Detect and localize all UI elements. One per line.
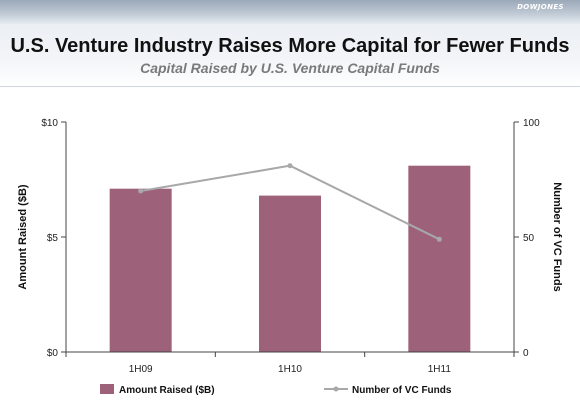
legend-swatch-amount-raised [100,384,114,394]
y-tick-label: $5 [47,233,59,244]
legend-label-amount-raised: Amount Raised ($B) [119,385,215,396]
x-tick-label: 1H11 [428,364,452,375]
bar-1h09 [109,188,172,352]
x-tick-label: 1H09 [129,364,153,375]
bar-1h10 [259,195,321,352]
dow-jones-logo: DOWJONES [517,3,564,11]
x-tick-label: 1H10 [278,364,302,375]
bar-1h11 [408,165,471,352]
header-band: DOWJONES U.S. Venture Industry Raises Mo… [0,0,580,87]
chart-subtitle: Capital Raised by U.S. Venture Capital F… [140,60,440,76]
y-axis-title: Amount Raised ($B) [17,184,29,289]
y2-axis-title: Number of VC Funds [551,182,563,291]
line-point-1h09 [138,188,144,194]
chart-title: U.S. Venture Industry Raises More Capita… [10,35,570,57]
y2-tick-label: 50 [523,233,535,244]
y-tick-label: $10 [41,118,58,129]
y-tick-label: $0 [47,348,59,359]
line-point-1h11 [436,236,442,242]
y2-tick-label: 100 [523,118,540,129]
legend-label-number-of-vc-funds: Number of VC Funds [352,385,452,396]
line-point-1h10 [287,163,293,169]
y2-tick-label: 0 [523,348,529,359]
header-top-bar: DOWJONES [0,0,580,24]
legend-marker-number-of-vc-funds [333,386,339,392]
